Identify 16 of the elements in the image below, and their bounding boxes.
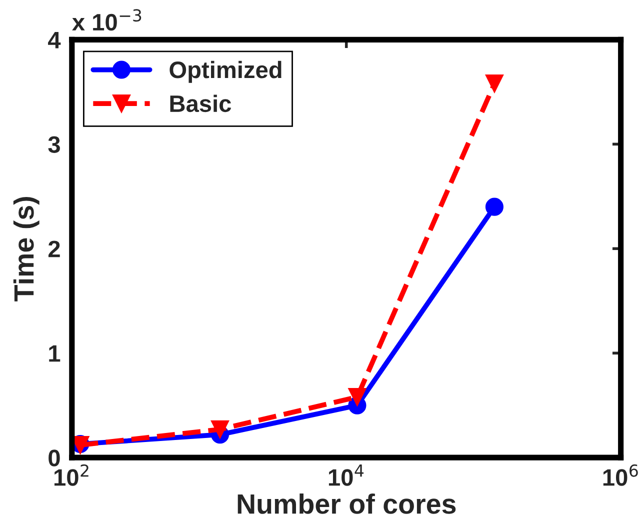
- y-tick-label: 3: [48, 136, 60, 153]
- legend-label: Basic: [170, 94, 232, 112]
- legend-label: Optimized: [170, 60, 282, 83]
- y-tick-label: 2: [48, 240, 60, 258]
- y-tick-label: 1: [49, 345, 60, 362]
- point: [210, 420, 230, 438]
- point: [485, 198, 504, 216]
- x-tick-label: 10$^{4}$: [328, 464, 364, 486]
- x-axis-title: Number of cores: [238, 493, 456, 514]
- point: [348, 388, 366, 406]
- y-axis-title: Time (s): [13, 197, 40, 302]
- x-tick-label: 10$^{6}$: [603, 464, 638, 486]
- point: [485, 74, 504, 93]
- y-tick-label: 4: [48, 32, 61, 48]
- text: x 10$^{−3}$: [72, 9, 142, 31]
- y-tick-label: 0: [48, 450, 60, 466]
